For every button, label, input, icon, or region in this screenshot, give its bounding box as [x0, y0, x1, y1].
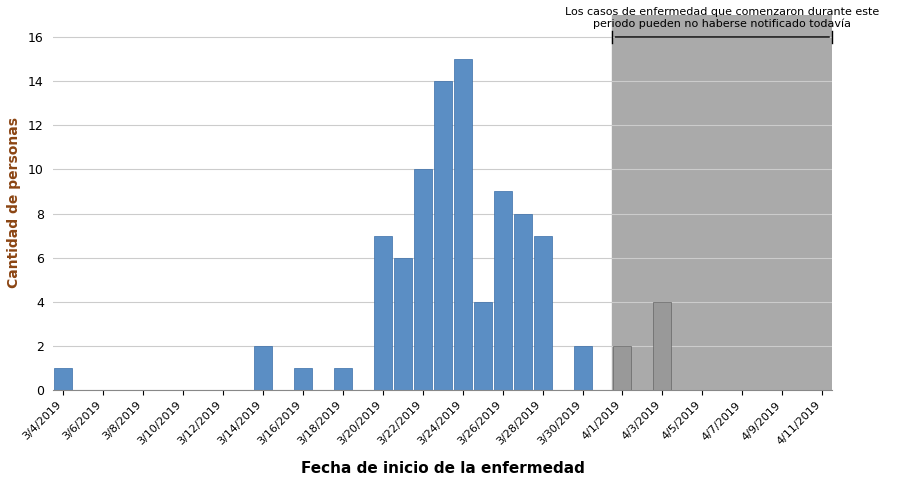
Bar: [474, 302, 492, 390]
Bar: [533, 236, 551, 390]
Bar: [494, 191, 512, 390]
Bar: [613, 346, 631, 390]
Bar: [394, 257, 412, 390]
Bar: [55, 368, 73, 390]
Bar: [334, 368, 352, 390]
Bar: [612, 15, 832, 390]
X-axis label: Fecha de inicio de la enfermedad: Fecha de inicio de la enfermedad: [301, 461, 585, 476]
Bar: [514, 213, 532, 390]
Bar: [434, 81, 452, 390]
Bar: [654, 302, 672, 390]
Bar: [453, 59, 471, 390]
Bar: [294, 368, 312, 390]
Y-axis label: Cantidad de personas: Cantidad de personas: [7, 117, 21, 288]
Bar: [574, 346, 592, 390]
Bar: [414, 170, 432, 390]
Bar: [374, 236, 392, 390]
Bar: [254, 346, 272, 390]
Text: Los casos de enfermedad que comenzaron durante este
periodo pueden no haberse no: Los casos de enfermedad que comenzaron d…: [565, 7, 879, 29]
